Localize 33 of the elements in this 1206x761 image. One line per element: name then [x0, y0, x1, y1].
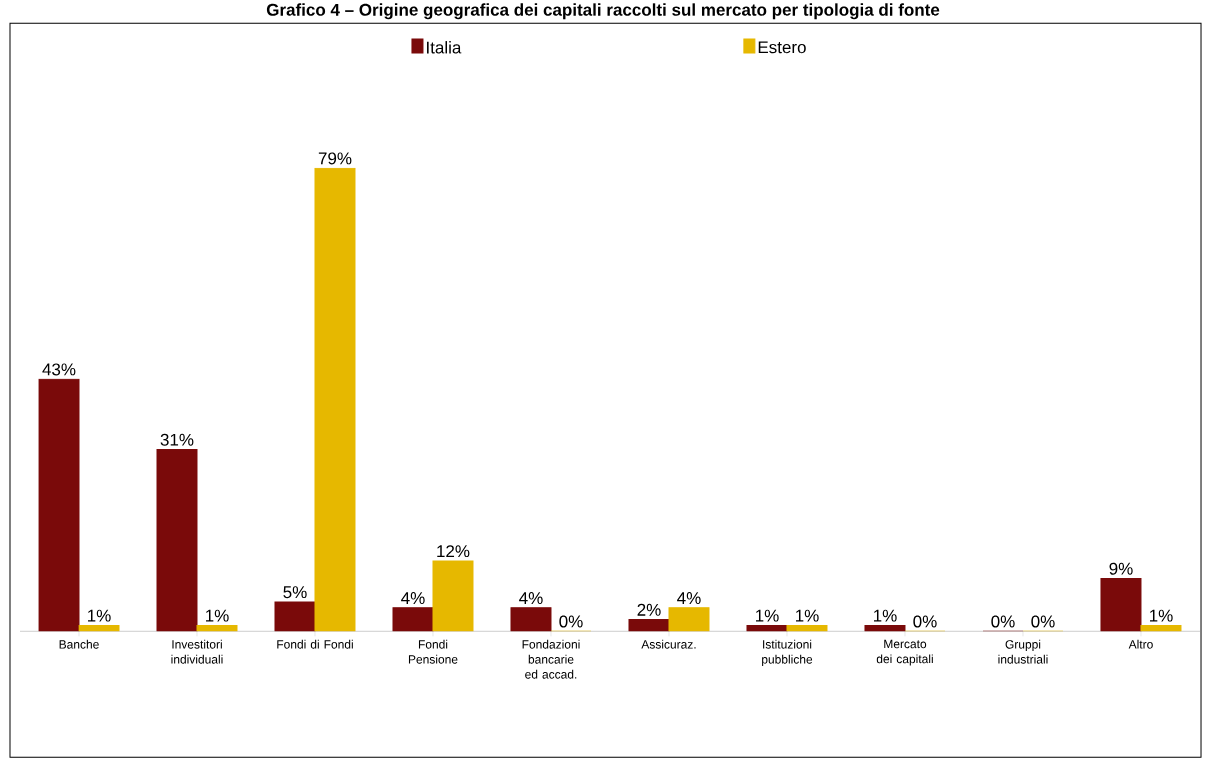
x-tick-label: Fondi Pensione — [408, 639, 458, 664]
x-tick-label: Istituzioni pubbliche — [762, 639, 813, 666]
data-label: 43% — [42, 363, 76, 376]
data-label: 1% — [88, 609, 111, 622]
chart-title: Grafico 4 – Origine geografica dei capitali raccolti sul mercato per tipologia di fonte — [266, 3, 940, 20]
x-tick-label: Assicuraz. — [641, 639, 696, 649]
x-tick-label: Fondazioni bancarie ed accad. — [522, 639, 580, 679]
data-label: 0% — [559, 615, 583, 628]
data-label: 9% — [1109, 562, 1133, 575]
data-label: 4% — [519, 591, 543, 604]
data-label: 5% — [283, 586, 307, 599]
legend-label: Italia — [427, 40, 462, 54]
x-tick-label: Banche — [59, 639, 99, 649]
x-tick-label: Altro — [1128, 639, 1153, 649]
data-label: 0% — [1031, 615, 1055, 628]
data-label: 12% — [437, 545, 470, 557]
x-tick-label: Mercato dei capitali — [876, 639, 933, 666]
legend-label: Estero — [758, 41, 806, 54]
data-label: 1% — [206, 609, 229, 622]
x-tick-label: Gruppi industriali — [998, 639, 1048, 664]
data-label: 2% — [637, 603, 661, 616]
data-label: 4% — [677, 591, 701, 604]
data-label: 1% — [796, 609, 819, 622]
x-tick-label: Fondi di Fondi — [277, 639, 353, 649]
data-label: 0% — [913, 615, 937, 628]
data-label: 1% — [756, 609, 779, 622]
data-label: 1% — [1150, 609, 1173, 622]
data-label: 0% — [991, 615, 1015, 628]
data-label: 31% — [160, 433, 194, 446]
data-label: 1% — [874, 609, 897, 622]
data-label: 4% — [401, 591, 425, 604]
data-label: 79% — [318, 152, 352, 165]
x-tick-label: Investitori individuali — [171, 639, 223, 664]
